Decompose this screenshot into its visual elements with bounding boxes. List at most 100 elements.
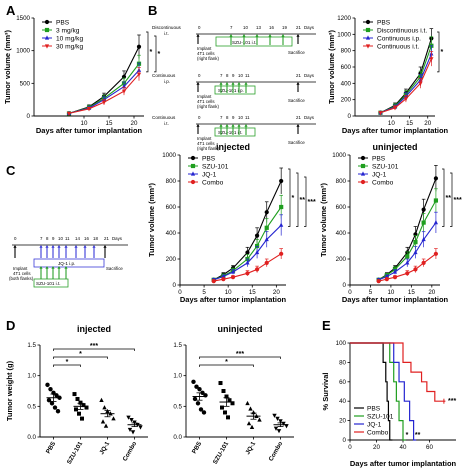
data-point: [248, 406, 253, 411]
survival-line-2: [350, 342, 417, 441]
data-point: [75, 396, 80, 401]
sched-b3-day5: 11: [245, 115, 250, 120]
significance-bracket: [442, 168, 445, 227]
data-point: [223, 410, 227, 415]
significance-label: **: [300, 197, 306, 204]
y-tick-label: 1000: [337, 31, 351, 38]
y-tick-label: 800: [336, 178, 347, 185]
y-tick-label: 0.5: [27, 403, 36, 410]
data-point: [72, 392, 77, 397]
sched-b3-implant-1: Implant: [197, 136, 212, 141]
y-axis-label: % Survival: [321, 373, 330, 411]
y-tick-label: 1200: [337, 15, 351, 22]
data-point: [245, 260, 250, 265]
sched-c-implant-3: (both flanks): [9, 276, 34, 281]
schedule-arrowhead: [51, 266, 55, 269]
significance-label: *: [158, 51, 161, 58]
data-point: [198, 407, 204, 412]
data-point: [224, 394, 229, 399]
data-point: [55, 409, 61, 414]
data-point: [194, 384, 199, 389]
sched-c-szu-box: [33, 278, 69, 288]
sched-b2-group-line1: Continuous: [152, 73, 176, 78]
sched-b2-day5: 11: [245, 73, 250, 78]
data-point: [191, 379, 196, 384]
data-point: [230, 269, 236, 274]
legend-marker: [365, 27, 371, 33]
x-tick-label: 20: [273, 289, 280, 296]
sched-b2-day1: 7: [220, 73, 223, 78]
sched-c-day9: 21: [104, 236, 109, 241]
y-tick-label: 600: [341, 64, 352, 71]
sched-b1-box: [215, 36, 293, 47]
x-tick-label: 10: [225, 289, 232, 296]
sched-b1-implant-1: Implant: [197, 46, 212, 51]
y-tick-label: 1000: [16, 48, 30, 55]
schedule-arrowhead: [219, 82, 223, 85]
sched-b2-implant-1: Implant: [197, 94, 212, 99]
significance-label: *: [79, 351, 82, 358]
legend-label: PBS: [56, 19, 70, 26]
data-point: [130, 430, 136, 435]
legend-label: Combo: [372, 179, 394, 186]
data-point: [413, 267, 418, 272]
data-point: [433, 198, 439, 203]
significance-label: *: [66, 359, 69, 366]
significance-label: ***: [448, 398, 456, 405]
panel-label-d: D: [6, 318, 15, 333]
x-tick-label: 20: [131, 120, 138, 127]
y-tick-label: 0: [348, 113, 352, 120]
legend-label: Discontinuous i.t.: [377, 27, 427, 34]
legend-label: SZU-101: [372, 163, 399, 170]
legend-label: 30 mg/kg: [56, 43, 83, 50]
data-point: [221, 273, 226, 279]
chart-d-injected: 0.0 0.5 1.0 1.5 Tumor weight (g) injected PBS S…: [5, 324, 148, 465]
data-point: [227, 398, 232, 403]
schedule-arrowhead: [64, 266, 68, 269]
data-point: [48, 386, 53, 392]
data-point: [264, 225, 269, 230]
sched-b1-endday: 21: [296, 25, 301, 30]
legend-marker: [365, 35, 371, 40]
data-point: [254, 233, 260, 238]
schedule-arrowhead: [219, 124, 223, 127]
data-point: [429, 57, 434, 62]
schedule-arrowhead: [39, 245, 43, 248]
sched-b3-box: [214, 127, 256, 137]
schedule-arrows: [13, 34, 300, 279]
data-point: [129, 418, 134, 423]
significance-bracket: [296, 172, 299, 227]
x-axis-label: Days after tumor implantation: [350, 459, 457, 468]
sched-b3-group-line2: i.t.: [164, 121, 169, 126]
y-tick-label: 0: [343, 437, 347, 444]
sched-b2-day0: 0: [198, 73, 201, 78]
x-tick-label: 0: [348, 444, 352, 451]
y-axis-label: Tumor volume (mm³): [3, 29, 12, 104]
sched-b3-sacrifice: Sacrifice: [288, 140, 305, 145]
category-label: SZU-101: [212, 440, 231, 465]
legend-marker: [365, 44, 371, 49]
data-point: [279, 178, 284, 184]
significance-bracket: [199, 356, 281, 359]
sched-b3-endday: 21: [296, 115, 301, 120]
y-tick-label: 40: [339, 398, 346, 405]
legend-marker: [360, 163, 366, 169]
data-point: [218, 381, 223, 386]
legend-label: JQ-1: [372, 171, 387, 178]
schedule-arrowhead: [296, 82, 300, 85]
sched-c-day6: 14: [75, 236, 80, 241]
legend-label: SZU-101: [367, 413, 394, 420]
data-point: [220, 405, 224, 410]
data-point: [136, 44, 142, 49]
data-point: [52, 405, 58, 410]
data-point: [405, 271, 410, 276]
schedule-arrowhead: [296, 34, 300, 37]
y-tick-label: 800: [341, 48, 352, 55]
significance-bracket: [53, 348, 135, 351]
data-point: [264, 260, 269, 265]
data-point: [245, 250, 250, 255]
data-point: [77, 411, 81, 416]
schedule-arrowhead: [237, 82, 241, 85]
y-tick-label: 1.0: [173, 373, 182, 380]
